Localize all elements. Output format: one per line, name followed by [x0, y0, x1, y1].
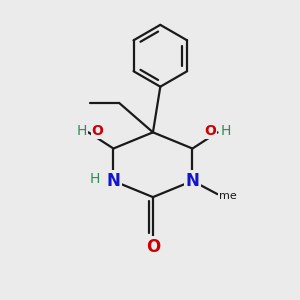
Text: me: me	[219, 190, 237, 201]
Text: O: O	[146, 238, 160, 256]
Text: N: N	[185, 172, 200, 190]
Text: H: H	[90, 172, 101, 186]
Text: O: O	[204, 124, 216, 138]
Text: N: N	[106, 172, 120, 190]
Text: O: O	[91, 124, 103, 138]
Text: H: H	[76, 124, 87, 138]
Text: H: H	[220, 124, 231, 138]
